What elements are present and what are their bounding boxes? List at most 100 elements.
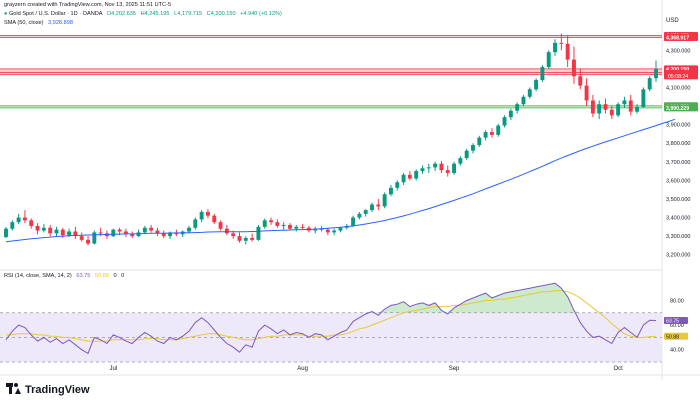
sma-50-line — [5, 118, 676, 243]
candle-body — [590, 100, 595, 114]
candle-body — [351, 217, 356, 226]
candle-body — [48, 227, 53, 234]
candle-body — [250, 237, 255, 240]
rsi-legend-zero-2: 0 — [121, 273, 125, 279]
candle-body — [559, 42, 564, 44]
candle-body — [553, 42, 557, 53]
countdown-tag — [664, 72, 698, 80]
price-axis: USD 4,300.000 4,100.000 3,900.000 3,800.000 3… — [664, 18, 698, 354]
price-tick-label: 3,800.000 — [666, 141, 690, 147]
candle-body — [483, 132, 488, 138]
symbol-name[interactable]: Gold Spot / U.S. Dollar · 1D · OANDA — [8, 11, 103, 17]
price-tick-label: 3,300.000 — [666, 234, 690, 240]
candle-body — [414, 171, 419, 179]
candle-body — [439, 163, 444, 171]
open-value: O4,202.635 — [106, 11, 137, 17]
candle-body — [300, 226, 305, 228]
candle-body — [79, 236, 84, 240]
candle-body — [496, 125, 501, 135]
axis-currency: USD — [666, 18, 679, 24]
candle-body — [609, 109, 614, 116]
candle-body — [275, 222, 280, 226]
candle-body — [10, 222, 15, 229]
candle-body — [142, 227, 147, 233]
candle-body — [527, 89, 532, 97]
candle-body — [572, 59, 576, 77]
rsi-legend-value: 63.75 — [76, 273, 91, 279]
candle-body — [193, 219, 198, 228]
candle-body — [262, 220, 267, 227]
candle-body — [388, 187, 393, 195]
market-status-icon: ● — [4, 11, 8, 17]
candle-body — [338, 227, 343, 231]
price-tick-label: 3,700.000 — [666, 160, 690, 166]
candle-body — [540, 67, 545, 81]
candle-body — [231, 233, 236, 237]
candle-body — [502, 117, 507, 126]
price-tick-label: 3,400.000 — [666, 216, 690, 222]
candle-body — [401, 174, 406, 183]
rsi-overbought-fill — [6, 283, 656, 313]
sma-legend-value: 3,928.898 — [48, 20, 73, 26]
rsi-legend-name[interactable]: RSI (14, close, SMA, 14, 2) — [4, 273, 72, 279]
candle-body — [92, 232, 97, 244]
candle-body — [237, 236, 242, 241]
candle-body — [29, 220, 34, 226]
candle-body — [136, 232, 141, 237]
candle-body — [313, 228, 318, 231]
rsi-pane — [0, 282, 662, 363]
candle-body — [477, 137, 482, 146]
horizontal-zones — [0, 34, 662, 109]
rsi-sma-line — [6, 290, 657, 342]
sma-legend: SMA (50, close) 3,928.898 — [4, 20, 73, 26]
rsi-legend: RSI (14, close, SMA, 14, 2) 63.75 50.88 … — [4, 273, 124, 279]
rsi-tick-label: 80.00 — [670, 298, 684, 304]
candle-body — [445, 170, 450, 173]
candle-body — [98, 232, 103, 234]
candle-body — [123, 231, 128, 235]
candle-body — [357, 213, 362, 218]
candle-body — [111, 229, 116, 237]
candle-body — [508, 110, 513, 118]
candle-body — [205, 211, 210, 216]
candle-body — [187, 227, 191, 232]
tradingview-logo[interactable]: TradingView — [6, 383, 90, 396]
candle-body — [269, 220, 274, 223]
rsi-value-tag — [664, 316, 688, 324]
rsi-legend-zero-1: 0 — [113, 273, 117, 279]
price-tag — [664, 104, 698, 112]
candle-body — [294, 226, 299, 229]
candle-body — [370, 204, 374, 211]
zone-band — [0, 105, 662, 108]
candle-body — [654, 68, 658, 79]
candle-body — [67, 231, 72, 236]
rsi-sma-value-tag — [664, 332, 688, 340]
candle-body — [395, 182, 400, 188]
chart-attribution: grayzern created with TradingView.com, N… — [4, 2, 172, 8]
price-tick-label: 3,900.000 — [666, 123, 690, 129]
candle-body — [212, 215, 217, 223]
candle-body — [597, 104, 602, 114]
candle-body — [546, 52, 551, 68]
candle-body — [420, 168, 425, 172]
candle-body — [489, 132, 494, 135]
price-tick-label: 3,200.000 — [666, 253, 690, 259]
candle-body — [41, 227, 46, 231]
candle-body — [622, 100, 627, 105]
candle-body — [332, 230, 337, 233]
candle-body — [243, 237, 248, 241]
sma-legend-name[interactable]: SMA (50, close) — [4, 20, 44, 26]
candle-body — [117, 229, 122, 232]
candle-body — [218, 222, 223, 229]
zone-band — [0, 35, 662, 38]
price-tag — [664, 33, 698, 41]
candle-body — [534, 80, 539, 90]
rsi-line — [5, 282, 657, 355]
candle-body — [168, 232, 173, 237]
candle-body — [407, 174, 412, 179]
time-tick-label: Sep — [449, 366, 460, 372]
high-value: H4,245.195 — [140, 11, 170, 17]
candle-body — [161, 233, 166, 237]
candle-body — [458, 158, 463, 164]
